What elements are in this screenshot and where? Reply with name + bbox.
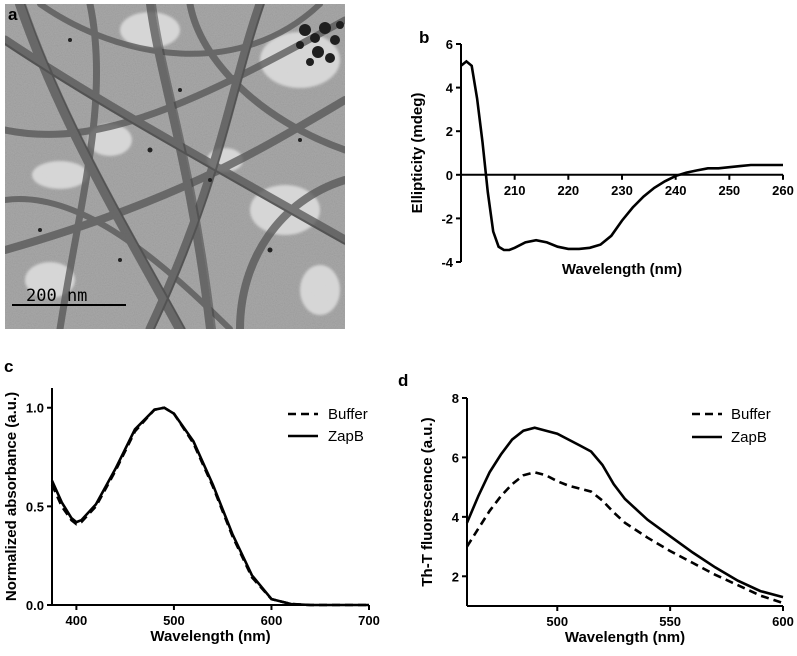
x-tick-label: 210 <box>504 183 526 198</box>
legend: Buffer ZapB <box>692 406 771 446</box>
x-tick-label: 230 <box>611 183 633 198</box>
legend-label-buffer: Buffer <box>731 406 771 423</box>
x-tick-label: 500 <box>546 614 568 629</box>
y-tick-label: 2 <box>452 569 459 584</box>
x-tick-label: 240 <box>665 183 687 198</box>
x-tick-label: 700 <box>358 613 380 628</box>
y-tick-label: -2 <box>441 211 453 226</box>
x-tick-label: 250 <box>718 183 740 198</box>
scale-bar-label: 200 nm <box>26 286 87 306</box>
y-axis-label: Th-T fluorescence (a.u.) <box>419 417 436 586</box>
x-tick-label: 500 <box>163 613 185 628</box>
x-axis-label: Wavelength (nm) <box>565 629 685 646</box>
x-tick-label: 260 <box>772 183 794 198</box>
absorbance-chart: 0.0 0.5 1.0 400 500 600 700 Wavelength (nm) No… <box>3 388 380 645</box>
legend-label-zapb: ZapB <box>731 429 767 446</box>
panel-label-c: c <box>4 357 13 376</box>
buffer-series-line <box>465 470 784 605</box>
y-tick-label: 8 <box>452 391 459 406</box>
buffer-series-line <box>50 406 369 607</box>
x-axis-label: Wavelength (nm) <box>562 261 682 278</box>
y-tick-label: 2 <box>446 124 453 139</box>
panel-label-a: a <box>8 5 18 24</box>
tem-micrograph: 200 nm <box>5 4 345 329</box>
x-tick-label: 400 <box>66 613 88 628</box>
y-axis-label: Ellipticity (mdeg) <box>409 93 426 214</box>
y-tick-label: 6 <box>446 37 453 52</box>
cd-spectrum-line <box>460 59 783 252</box>
x-tick-label: 600 <box>261 613 283 628</box>
y-tick-label: 6 <box>452 450 459 465</box>
cd-spectrum-chart: -4 -2 0 2 4 6 210 220 230 240 250 260 Wavelength (n… <box>409 37 794 278</box>
panel-label-b: b <box>419 28 429 47</box>
tht-fluorescence-chart: 2 4 6 8 500 550 600 Wavelength (nm) Th-T fluor… <box>419 391 794 646</box>
x-tick-label: 220 <box>557 183 579 198</box>
y-tick-label: 0 <box>446 168 453 183</box>
y-tick-label: 4 <box>446 81 454 96</box>
y-tick-label: 0.5 <box>26 499 44 514</box>
x-tick-label: 550 <box>659 614 681 629</box>
y-tick-label: 0.0 <box>26 598 44 613</box>
zapb-series-line <box>50 406 369 607</box>
y-tick-label: 1.0 <box>26 401 44 416</box>
zapb-series-line <box>465 426 784 599</box>
legend-label-buffer: Buffer <box>328 406 368 423</box>
y-tick-label: 4 <box>452 510 460 525</box>
legend: Buffer ZapB <box>288 406 368 445</box>
x-tick-label: 600 <box>772 614 794 629</box>
panel-label-d: d <box>398 371 408 390</box>
y-axis-label: Normalized absorbance (a.u.) <box>3 392 20 601</box>
particles <box>38 38 302 262</box>
y-tick-label: -4 <box>441 255 453 270</box>
legend-label-zapb: ZapB <box>328 428 364 445</box>
dark-aggregate <box>296 21 344 66</box>
fibril-edges <box>5 4 345 329</box>
x-axis-label: Wavelength (nm) <box>150 628 270 645</box>
